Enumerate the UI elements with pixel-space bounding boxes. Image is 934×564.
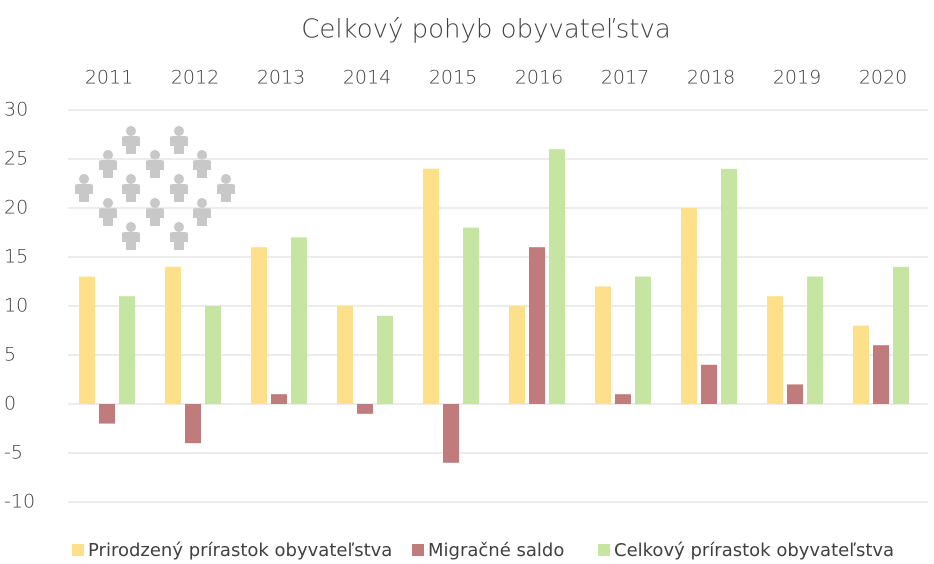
x-tick-label: 2018 <box>687 67 735 89</box>
bar <box>377 315 393 404</box>
bar <box>443 404 459 463</box>
y-tick-label: 25 <box>4 148 28 170</box>
bar <box>873 345 889 404</box>
bar <box>701 364 717 404</box>
legend-swatch <box>72 544 84 556</box>
legend-swatch <box>412 544 424 556</box>
bar <box>291 237 307 404</box>
x-tick-label: 2016 <box>515 67 563 89</box>
bar <box>251 247 267 404</box>
bar <box>615 394 631 404</box>
bar <box>463 227 479 404</box>
bar <box>357 404 373 414</box>
legend-label: Prirodzený prírastok obyvateľstva <box>88 540 392 561</box>
y-tick-label: 10 <box>4 295 28 317</box>
bar <box>595 286 611 404</box>
legend-label: Migračné saldo <box>428 540 564 561</box>
y-tick-label: -10 <box>4 491 35 513</box>
bar <box>635 276 651 404</box>
bar <box>119 296 135 404</box>
legend-label: Celkový prírastok obyvateľstva <box>614 540 894 561</box>
bar <box>509 306 525 404</box>
bar <box>423 168 439 404</box>
x-tick-label: 2017 <box>601 67 649 89</box>
x-tick-label: 2020 <box>859 67 907 89</box>
bar <box>205 306 221 404</box>
bar <box>165 266 181 404</box>
x-tick-label: 2011 <box>85 67 133 89</box>
x-tick-label: 2013 <box>257 67 305 89</box>
people-icon <box>75 126 235 250</box>
bar <box>271 394 287 404</box>
y-tick-label: 5 <box>4 344 16 366</box>
bar <box>79 276 95 404</box>
bar <box>767 296 783 404</box>
bar <box>681 208 697 404</box>
y-tick-label: 20 <box>4 197 28 219</box>
bar <box>807 276 823 404</box>
bar <box>721 168 737 404</box>
x-tick-label: 2014 <box>343 67 391 89</box>
legend-swatch <box>598 544 610 556</box>
y-tick-label: 15 <box>4 246 28 268</box>
x-tick-label: 2019 <box>773 67 821 89</box>
y-tick-label: 30 <box>4 99 28 121</box>
bar <box>185 404 201 444</box>
x-tick-label: 2012 <box>171 67 219 89</box>
bar <box>529 247 545 404</box>
y-tick-label: 0 <box>4 393 16 415</box>
bar <box>549 149 565 404</box>
y-tick-label: -5 <box>4 442 23 464</box>
bar <box>99 404 115 424</box>
bar <box>853 325 869 404</box>
bar <box>337 306 353 404</box>
bar <box>787 384 803 404</box>
bar <box>893 266 909 404</box>
chart-title: Celkový pohyb obyvateľstva <box>301 15 671 45</box>
x-tick-label: 2015 <box>429 67 477 89</box>
